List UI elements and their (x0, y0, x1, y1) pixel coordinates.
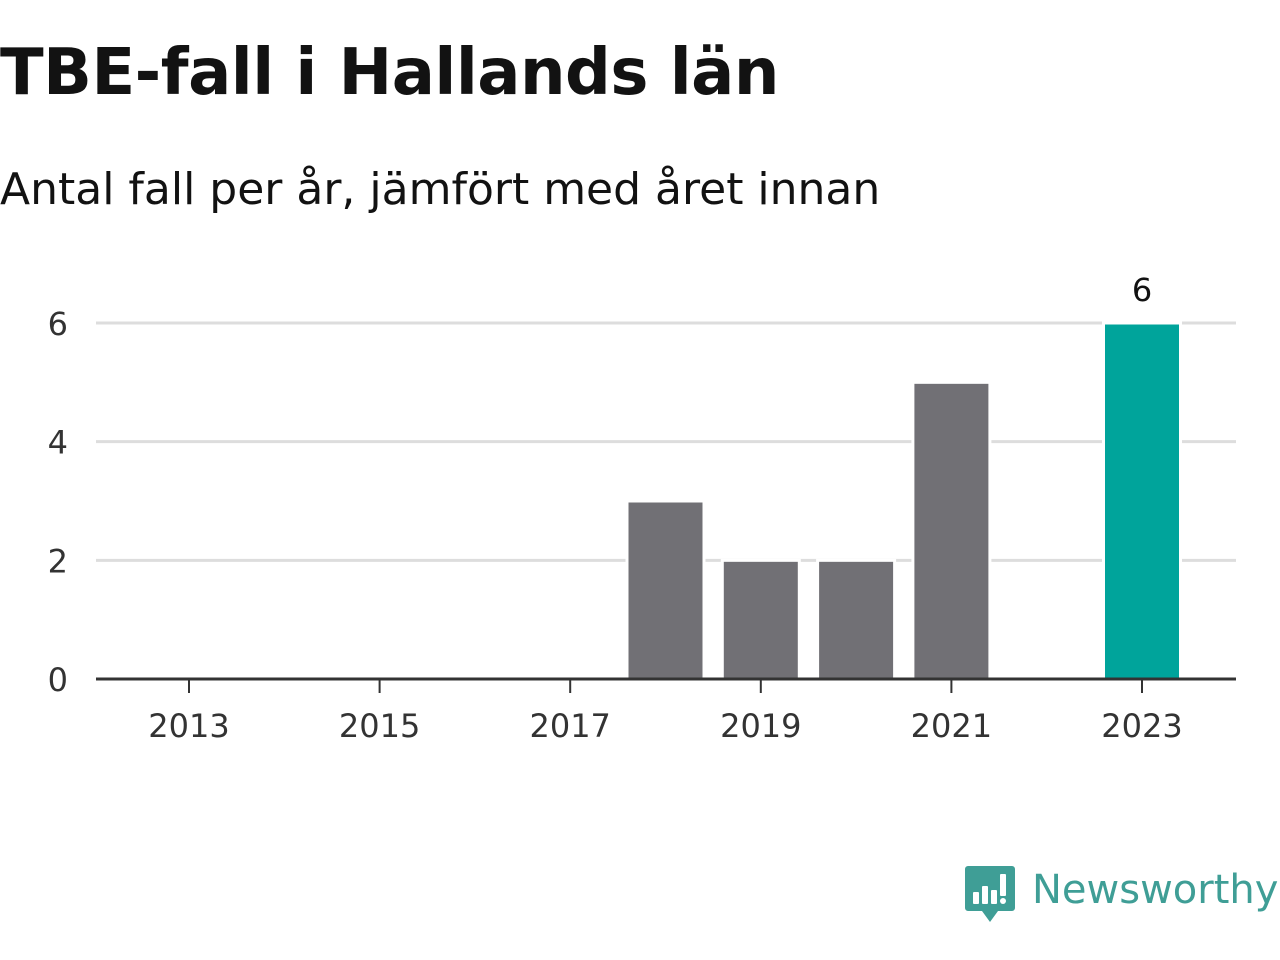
chart-title: TBE-fall i Hallands län (0, 36, 779, 110)
x-tick-label: 2021 (911, 707, 992, 745)
data-label: 6 (1132, 271, 1152, 309)
y-tick-label: 4 (48, 424, 68, 462)
newsworthy-logo: Newsworthy (964, 864, 1278, 924)
y-tick-label: 2 (48, 542, 68, 580)
x-tick-label: 2019 (720, 707, 801, 745)
bar-2023 (1102, 321, 1182, 681)
bar-2020 (816, 558, 897, 681)
chart-subtitle: Antal fall per år, jämfört med året inna… (0, 164, 881, 215)
y-tick-label: 0 (48, 661, 68, 699)
bar-2019 (720, 558, 801, 681)
bar-2021 (911, 380, 992, 681)
x-tick-label: 2013 (148, 707, 229, 745)
newsworthy-bar-chart-icon (965, 866, 1015, 922)
x-tick-label: 2017 (529, 707, 610, 745)
newsworthy-logo-text: Newsworthy (1032, 867, 1279, 913)
y-tick-label: 6 (48, 305, 68, 343)
x-tick-label: 2023 (1101, 707, 1182, 745)
x-tick-label: 2015 (339, 707, 420, 745)
bar-2018 (625, 499, 706, 681)
